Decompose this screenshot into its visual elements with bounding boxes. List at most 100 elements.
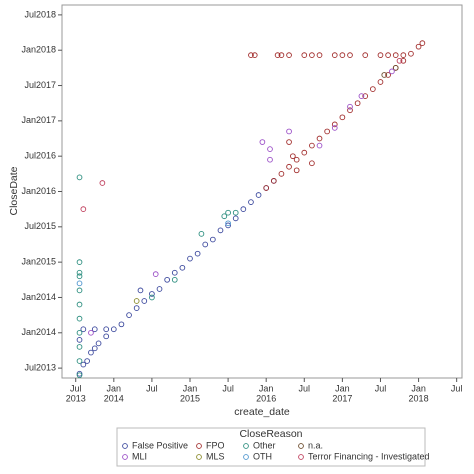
data-point <box>392 52 399 59</box>
data-point <box>400 52 407 59</box>
data-point <box>80 361 87 368</box>
data-point <box>76 315 83 322</box>
data-point <box>263 185 270 191</box>
legend-label: n.a. <box>308 440 323 450</box>
data-point <box>221 213 228 220</box>
data-point <box>331 52 338 59</box>
x-tick-label: Jul <box>146 383 158 393</box>
data-point <box>381 72 388 78</box>
data-point <box>377 79 384 85</box>
data-point <box>248 52 254 59</box>
data-point <box>232 215 239 222</box>
data-point <box>137 287 144 294</box>
y-tick-label: Jan2015 <box>21 257 56 267</box>
data-point <box>76 372 83 379</box>
data-point <box>84 358 90 364</box>
data-point <box>309 52 315 59</box>
data-point <box>76 174 83 181</box>
x-tick-label: Jul <box>70 383 82 393</box>
data-point <box>370 86 376 92</box>
data-point <box>80 206 87 213</box>
data-point <box>156 286 163 292</box>
data-point <box>347 103 353 110</box>
data-point <box>385 52 391 59</box>
y-tick-label: Jan2014 <box>21 292 56 302</box>
data-point <box>133 298 140 304</box>
data-point <box>286 52 292 59</box>
legend-marker <box>122 454 128 460</box>
data-point <box>164 276 170 283</box>
data-point <box>278 170 285 177</box>
data-point <box>354 100 361 107</box>
data-point <box>331 125 338 131</box>
x-tick-label: Jul <box>299 383 311 393</box>
data-point <box>309 160 315 167</box>
data-point <box>270 178 277 184</box>
data-point <box>126 312 132 318</box>
data-point <box>110 326 117 333</box>
y-tick-label: Jul2013 <box>24 362 56 372</box>
data-point <box>316 52 323 59</box>
data-point <box>347 107 353 114</box>
data-point <box>301 149 308 156</box>
data-point <box>232 209 239 216</box>
data-point <box>76 259 83 265</box>
data-point <box>255 192 262 198</box>
x-tick-label: Jan <box>259 383 274 393</box>
legend-marker <box>243 454 249 460</box>
data-point <box>210 236 216 243</box>
data-point <box>392 65 399 71</box>
data-point <box>133 305 140 311</box>
x-tick-year: 2014 <box>104 393 124 403</box>
legend-label: MLI <box>132 451 147 461</box>
legend-marker <box>122 443 128 449</box>
data-point <box>316 135 323 142</box>
data-point <box>91 345 98 352</box>
x-tick-year: 2017 <box>332 393 352 403</box>
data-point <box>419 40 426 46</box>
legend-label: Terror Financing - Investigated <box>308 451 430 461</box>
legend-marker <box>298 443 304 449</box>
data-point <box>290 153 296 160</box>
y-tick-label: Jan2014 <box>21 327 56 337</box>
data-point <box>358 93 365 99</box>
y-tick-label: Jul2016 <box>24 151 56 161</box>
data-point <box>278 52 285 59</box>
data-point <box>251 52 258 59</box>
legend-label: FPO <box>206 440 225 450</box>
data-point <box>324 128 330 135</box>
data-point <box>80 326 87 333</box>
data-point <box>149 291 155 297</box>
data-point <box>171 269 178 276</box>
data-point <box>76 280 83 287</box>
x-tick-year: 2015 <box>180 393 200 403</box>
x-tick-year: 2016 <box>256 393 276 403</box>
data-point <box>385 72 391 78</box>
data-point <box>396 57 403 64</box>
x-tick-label: Jan <box>411 383 426 393</box>
data-point <box>225 220 231 227</box>
data-point <box>76 358 83 364</box>
data-point <box>152 271 159 278</box>
legend-label: MLS <box>206 451 225 461</box>
x-tick-label: Jul <box>375 383 387 393</box>
legend-marker <box>298 454 304 460</box>
legend-label: OTH <box>253 451 272 461</box>
data-point <box>347 52 353 59</box>
data-point <box>309 142 315 149</box>
legend-marker <box>243 443 249 449</box>
y-tick-label: Jul2015 <box>24 221 56 231</box>
data-point <box>301 52 308 59</box>
data-point <box>362 93 369 99</box>
data-point <box>225 222 231 229</box>
legend-title: CloseReason <box>239 428 302 440</box>
data-point <box>415 43 422 50</box>
data-point <box>225 209 231 216</box>
data-point <box>76 269 83 276</box>
legend-marker <box>196 454 202 460</box>
data-point <box>103 333 110 340</box>
data-point <box>76 344 83 350</box>
x-tick-label: Jan <box>107 383 122 393</box>
x-axis-title: create_date <box>234 406 290 418</box>
